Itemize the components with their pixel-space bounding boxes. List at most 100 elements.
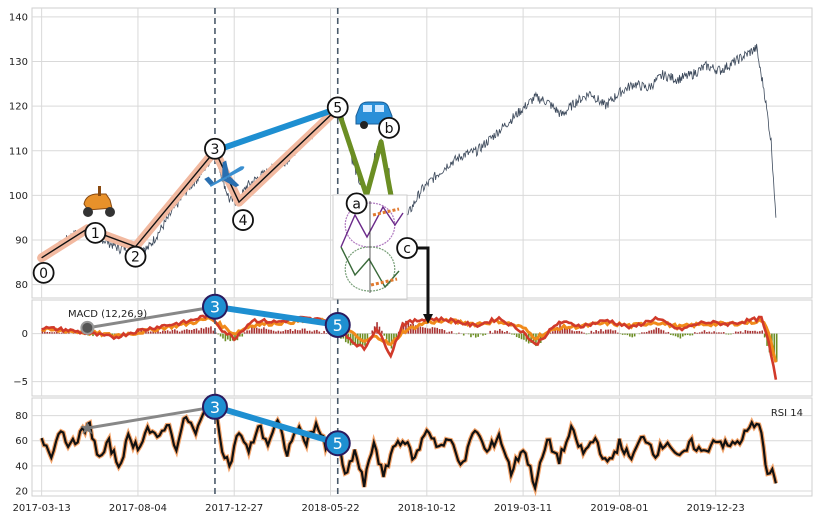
macd-histogram-bar (200, 327, 203, 334)
macd-histogram-bar (284, 329, 287, 334)
scooter-handle (98, 186, 101, 196)
x-tick-label: 2019-08-01 (590, 503, 648, 514)
rsi-y-tick-label: 60 (15, 436, 28, 447)
x-tick-label: 2018-10-12 (398, 503, 456, 514)
macd-signal-line (41, 316, 778, 363)
rsi-gray-connector (87, 405, 216, 430)
macd-histogram-bar (48, 331, 51, 334)
airplane-wing-bottom (223, 176, 240, 188)
correction-point-label-b: b (385, 121, 394, 137)
wave-point-marker-3 (204, 137, 226, 160)
macd-histogram-bar (744, 330, 747, 334)
macd-histogram-bar (511, 333, 513, 335)
macd-histogram-bar (489, 330, 492, 334)
macd-histogram-bar (597, 331, 600, 334)
macd-histogram-bar (585, 333, 588, 335)
macd-histogram-bar (631, 333, 634, 338)
macd-histogram-bar (448, 331, 451, 334)
macd-wave-label-3: 3 (210, 298, 220, 317)
macd-histogram-bar (648, 330, 650, 334)
airplane-wing-top (222, 160, 230, 179)
macd-histogram-bar (279, 331, 282, 334)
macd-histogram-bar (691, 333, 694, 336)
macd-histogram-bar (479, 333, 482, 335)
axis-layer: 2017-03-13 2017-08-04 2017-12-27 2018-05-22… (9, 12, 745, 514)
macd-histogram-bar (573, 331, 576, 334)
macd-wave-marker-3 (201, 293, 228, 320)
macd-histogram-bar (580, 331, 583, 334)
wave-point-marker-2 (124, 245, 147, 268)
macd-histogram-bar (186, 329, 188, 334)
wave-point-label-2: 2 (131, 250, 140, 266)
macd-histogram-bar (660, 329, 662, 334)
macd-histogram-bar (578, 330, 581, 334)
macd-histogram-bar (190, 329, 193, 334)
price-y-tick-label: 130 (9, 57, 28, 68)
macd-histogram-bar (289, 329, 292, 334)
macd-histogram-bar (92, 333, 94, 337)
macd-histogram-bar (308, 330, 311, 334)
rsi-wave-label-3: 3 (210, 398, 220, 417)
macd-histogram-bar (202, 328, 205, 334)
macd-histogram-bar (352, 333, 354, 345)
macd-histogram-bar (354, 333, 357, 346)
scooter-icon (83, 186, 115, 217)
macd-histogram-bar (677, 333, 679, 338)
label-layer: 0 1 2 3 4 5 a b c MACD (12,26,9) 3 5 RSI 14 3 5 (32, 96, 803, 457)
macd-histogram-bar (267, 329, 270, 334)
macd-histogram-bar (672, 333, 674, 336)
macd-histogram-bar (446, 332, 448, 334)
x-tick-label: 2019-03-11 (494, 503, 552, 514)
macd-histogram-bar (296, 330, 299, 334)
wave-point-marker-5 (326, 96, 349, 119)
macd-histogram-bar (431, 327, 434, 334)
macd-wave-label-5: 5 (333, 316, 343, 335)
macd-histogram-bar (730, 333, 732, 335)
macd-histogram-bar (166, 330, 169, 334)
macd-histogram-bar (775, 333, 778, 362)
macd-histogram-bar (301, 328, 304, 334)
macd-histogram-bar (655, 327, 658, 334)
macd-histogram-bar (282, 331, 284, 334)
macd-histogram-bar (157, 330, 159, 334)
macd-histogram-bar (193, 328, 195, 334)
wave-point-label-5: 5 (333, 100, 342, 116)
macd-histogram-bar (248, 330, 251, 334)
price-y-tick-label: 100 (9, 191, 28, 202)
macd-histogram-bar (195, 328, 198, 334)
macd-histogram-bar (571, 330, 573, 334)
macd-histogram-bar (467, 333, 470, 335)
macd-histogram-bar (679, 333, 682, 339)
macd-histogram-bar (181, 330, 183, 334)
macd-histogram-bar (388, 333, 390, 345)
car-window-front (363, 105, 372, 112)
x-tick-label: 2017-12-27 (205, 503, 263, 514)
macd-histogram-bar (624, 333, 626, 335)
airplane-icon (204, 160, 245, 188)
correction-point-label-a: a (352, 196, 361, 212)
macd-histogram-bar (552, 331, 554, 334)
macd-histogram-bar (188, 329, 191, 334)
x-tick-label: 2018-05-22 (301, 503, 359, 514)
car-wheel-front (360, 121, 368, 129)
macd-histogram-bar (701, 331, 703, 334)
macd-histogram-bar (424, 327, 427, 334)
macd-histogram-bar (561, 325, 564, 334)
macd-histogram-bar (381, 330, 383, 334)
macd-histogram-bar (462, 333, 465, 336)
macd-histogram-bar (751, 330, 754, 334)
macd-histogram-bar (441, 329, 443, 334)
macd-histogram-bar (484, 333, 487, 335)
wave-point-label-4: 4 (239, 213, 248, 229)
macd-histogram-bar (633, 333, 636, 337)
macd-histogram-bar (576, 331, 578, 334)
macd-histogram-bar (722, 332, 725, 334)
inset-connector-arrowhead (423, 314, 433, 324)
macd-histogram-bar (667, 331, 670, 334)
macd-histogram-bar (426, 328, 429, 334)
macd-histogram-bar (518, 333, 520, 339)
macd-histogram-bar (222, 333, 224, 339)
macd-histogram-bar (763, 333, 766, 338)
macd-panel-label: MACD (12,26,9) (68, 309, 147, 320)
macd-histogram-bar (429, 328, 431, 334)
